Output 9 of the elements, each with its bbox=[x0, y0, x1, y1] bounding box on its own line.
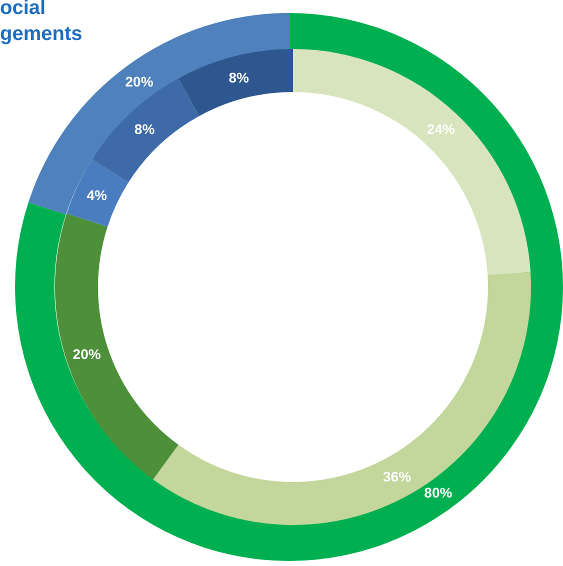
data-label: 4% bbox=[86, 186, 108, 203]
chart-title: ocial gements bbox=[0, 0, 82, 46]
data-label: 80% bbox=[424, 484, 453, 501]
data-label: 20% bbox=[125, 73, 154, 90]
data-label: 36% bbox=[383, 468, 412, 485]
data-label: 8% bbox=[134, 121, 156, 138]
data-label: 20% bbox=[72, 346, 102, 362]
data-label: 8% bbox=[228, 69, 250, 86]
data-label: 24% bbox=[426, 121, 456, 138]
